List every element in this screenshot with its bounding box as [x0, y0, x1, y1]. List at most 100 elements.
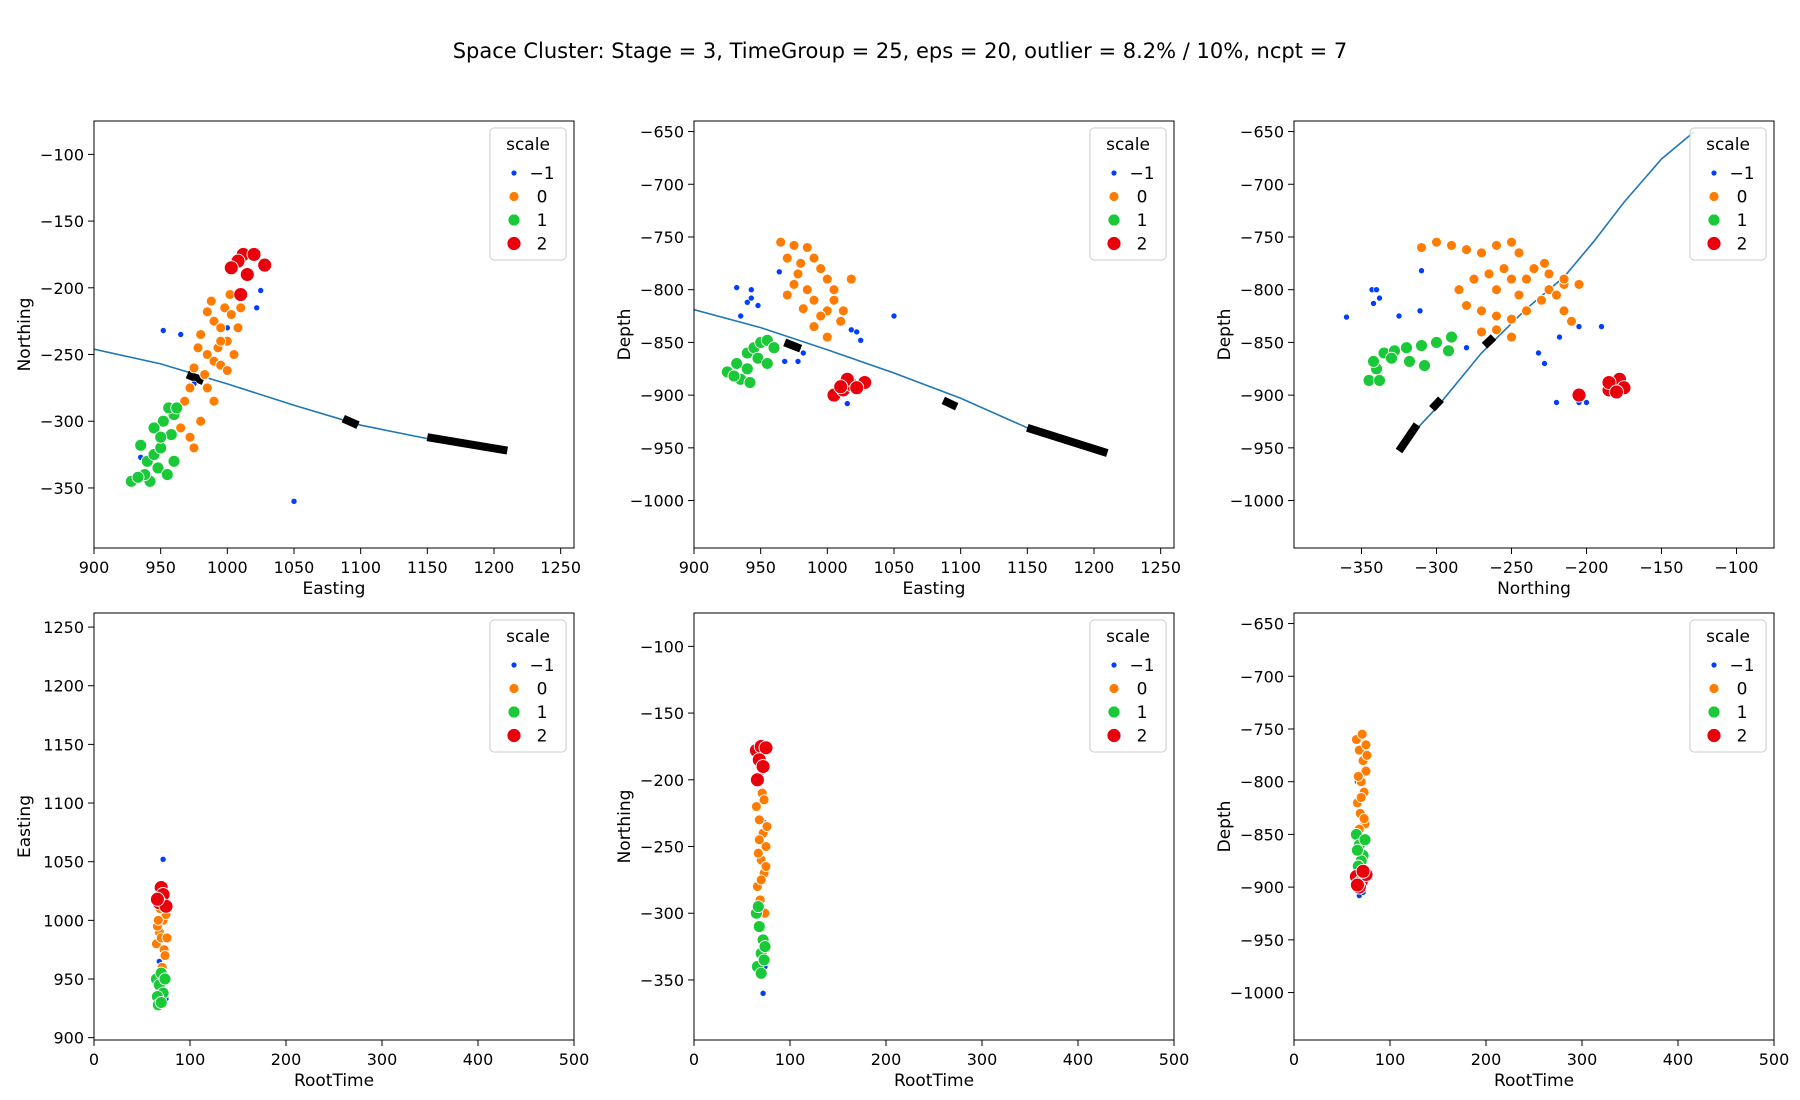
scatter-point-scale-0 — [753, 834, 765, 846]
legend-label: −1 — [1129, 164, 1154, 184]
x-tick-label: 200 — [1471, 1050, 1502, 1069]
x-tick-label: 1000 — [807, 558, 848, 577]
y-tick-label: −100 — [40, 145, 84, 164]
scatter-point-scale-0 — [1476, 305, 1487, 317]
x-tick-label: 1100 — [940, 558, 981, 577]
legend-marker-2 — [1106, 728, 1122, 743]
x-tick-label: 900 — [679, 558, 710, 577]
scatter-point-scale-0 — [1431, 236, 1442, 248]
x-tick-label: 1050 — [274, 558, 315, 577]
legend-title: scale — [1706, 135, 1750, 155]
y-tick-label: −800 — [1240, 773, 1284, 792]
scatter-point-scale--1 — [1343, 313, 1350, 321]
scatter-point-scale--1 — [747, 286, 755, 294]
y-tick-label: −350 — [640, 971, 684, 990]
legend-label: −1 — [529, 164, 554, 184]
scatter-point-scale--1 — [1370, 300, 1377, 307]
y-tick-label: −650 — [1240, 123, 1284, 142]
scatter-point-scale-1 — [727, 369, 741, 383]
stage-segment — [1026, 423, 1109, 457]
legend-title: scale — [506, 135, 550, 155]
scatter-point-scale--1 — [160, 327, 167, 334]
y-tick-label: −700 — [1240, 175, 1284, 194]
scatter-point-scale-0 — [1491, 324, 1502, 336]
legend-marker-1 — [507, 705, 521, 719]
y-tick-label: −800 — [640, 281, 684, 300]
scatter-point-scale-1 — [1358, 833, 1372, 847]
scatter-point-scale-0 — [1558, 273, 1570, 285]
x-tick-label: −250 — [1490, 558, 1534, 577]
scatter-point-scale-2 — [758, 740, 774, 756]
x-axis-label: RootTime — [894, 1071, 974, 1091]
y-tick-label: −850 — [1240, 825, 1284, 844]
scatter-point-scale-0 — [1521, 305, 1532, 317]
scatter-point-scale-0 — [801, 242, 813, 253]
scatter-point-scale-0 — [795, 257, 807, 269]
scatter-point-scale--1 — [1541, 360, 1548, 367]
y-axis-label: Northing — [15, 298, 35, 372]
x-tick-label: 400 — [463, 1050, 494, 1069]
scatter-point-scale-0 — [828, 294, 840, 306]
legend-label: 2 — [537, 727, 548, 747]
scatter-point-scale-1 — [754, 966, 768, 980]
y-tick-label: −650 — [1240, 615, 1284, 634]
subplot-5: 0 100 200 300 400 500 −100 −150 −200 −250 −300 −350… — [615, 612, 1189, 1091]
scatter-point-scale-0 — [1566, 315, 1577, 327]
scatter-point-scale-0 — [1506, 273, 1517, 285]
scatter-point-scale-0 — [195, 329, 207, 340]
x-tick-label: 500 — [559, 1050, 590, 1069]
scatter-point-scale-1 — [1430, 335, 1443, 349]
scatter-point-scale-0 — [1461, 300, 1472, 311]
scatter-point-scale-1 — [1418, 359, 1431, 373]
scatter-point-scale--1 — [775, 268, 783, 276]
scatter-point-scale-2 — [149, 891, 165, 907]
legend-marker-0 — [1108, 683, 1120, 694]
scatter-point-scale--1 — [1463, 344, 1470, 352]
scatter-point-scale-0 — [1543, 268, 1555, 280]
scatter-point-scale-2 — [749, 772, 765, 788]
scatter-point-scale-1 — [167, 454, 181, 468]
y-tick-label: −900 — [1240, 878, 1284, 897]
scatter-point-scale-0 — [808, 294, 820, 306]
scatter-point-scale-2 — [849, 380, 865, 396]
scatter-point-scale-2 — [257, 257, 273, 273]
legend-marker--1 — [1710, 661, 1718, 669]
axes-frame — [93, 120, 575, 549]
y-tick-label: 1150 — [43, 735, 84, 754]
stage-segment — [1395, 422, 1421, 454]
scatter-point-scale-0 — [1476, 326, 1487, 338]
legend-label: 1 — [1737, 703, 1748, 723]
scatter-point-scale--1 — [759, 989, 767, 997]
legend-marker-0 — [508, 191, 520, 202]
scatter-point-scale-1 — [1373, 373, 1386, 387]
scatter-point-scale-0 — [201, 306, 213, 318]
scatter-point-scale-0 — [1506, 236, 1517, 248]
scatter-point-scale-1 — [1385, 351, 1398, 365]
legend: scale −1 0 1 2 — [1689, 127, 1767, 261]
scatter-point-scale--1 — [290, 497, 298, 505]
legend-label: 2 — [1737, 727, 1748, 747]
scatter-point-scale-0 — [750, 801, 762, 812]
scatter-point-scale-0 — [808, 252, 820, 264]
x-tick-label: −300 — [1415, 558, 1459, 577]
scatter-point-scale-1 — [1350, 843, 1364, 857]
scatter-point-scale-0 — [232, 322, 244, 334]
x-tick-label: −150 — [1640, 558, 1684, 577]
x-tick-label: 0 — [89, 1050, 99, 1069]
scatter-point-scale-1 — [158, 972, 172, 986]
legend-label: −1 — [1729, 656, 1754, 676]
x-tick-label: 100 — [1375, 1050, 1406, 1069]
y-axis-label: Easting — [15, 795, 35, 858]
scatter-point-scale-0 — [208, 315, 220, 327]
y-axis-label: Depth — [615, 309, 635, 361]
legend-marker-1 — [507, 213, 521, 227]
scatter-point-scale-0 — [760, 841, 772, 852]
y-tick-label: −900 — [640, 386, 684, 405]
scatter-point-scale-2 — [1609, 384, 1624, 400]
scatter-point-scale--1 — [253, 304, 261, 312]
scatter-point-scale-0 — [781, 252, 793, 264]
scatter-point-scale-0 — [781, 289, 793, 301]
scatter-point-scale-0 — [837, 305, 849, 317]
scatter-point-scale-0 — [1483, 268, 1495, 280]
scatter-point-scale--1 — [843, 400, 851, 407]
